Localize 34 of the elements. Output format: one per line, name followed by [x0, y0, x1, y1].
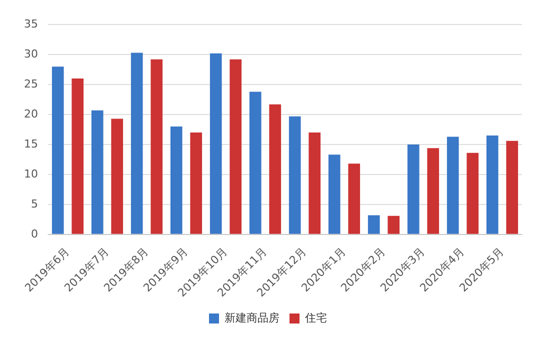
- bar: [506, 140, 518, 234]
- y-tick-label: 30: [24, 47, 38, 60]
- y-tick-label: 10: [24, 167, 38, 180]
- bar: [249, 92, 262, 234]
- bar: [388, 216, 400, 234]
- bar: [288, 116, 301, 234]
- y-tick-label: 0: [30, 227, 38, 240]
- bar: [348, 164, 360, 234]
- bar: [230, 59, 242, 234]
- bar: [486, 136, 498, 234]
- y-tick-label: 20: [24, 107, 38, 120]
- bar: [170, 126, 182, 234]
- bar: [91, 110, 104, 234]
- bar: [130, 52, 143, 234]
- bar: [446, 136, 459, 234]
- bar: [150, 59, 163, 234]
- legend-label: 住宅: [305, 311, 327, 324]
- y-tick-label: 35: [24, 17, 38, 30]
- bar: [328, 154, 340, 234]
- y-tick-label: 5: [30, 197, 38, 210]
- bar: [52, 66, 64, 234]
- bar: [308, 132, 321, 234]
- bar: [466, 152, 479, 234]
- bar: [72, 78, 84, 234]
- bar: [407, 144, 420, 234]
- bar: [368, 215, 380, 234]
- bar: [269, 104, 282, 234]
- bar: [111, 118, 124, 234]
- y-tick-label: 25: [24, 77, 38, 90]
- bar: [190, 132, 202, 234]
- y-tick-label: 15: [24, 137, 38, 150]
- bar: [427, 148, 440, 234]
- bar: [210, 53, 222, 234]
- legend-label: 新建商品房: [224, 311, 280, 324]
